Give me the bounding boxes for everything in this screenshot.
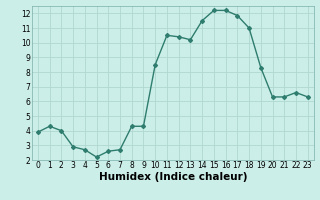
X-axis label: Humidex (Indice chaleur): Humidex (Indice chaleur)	[99, 172, 247, 182]
